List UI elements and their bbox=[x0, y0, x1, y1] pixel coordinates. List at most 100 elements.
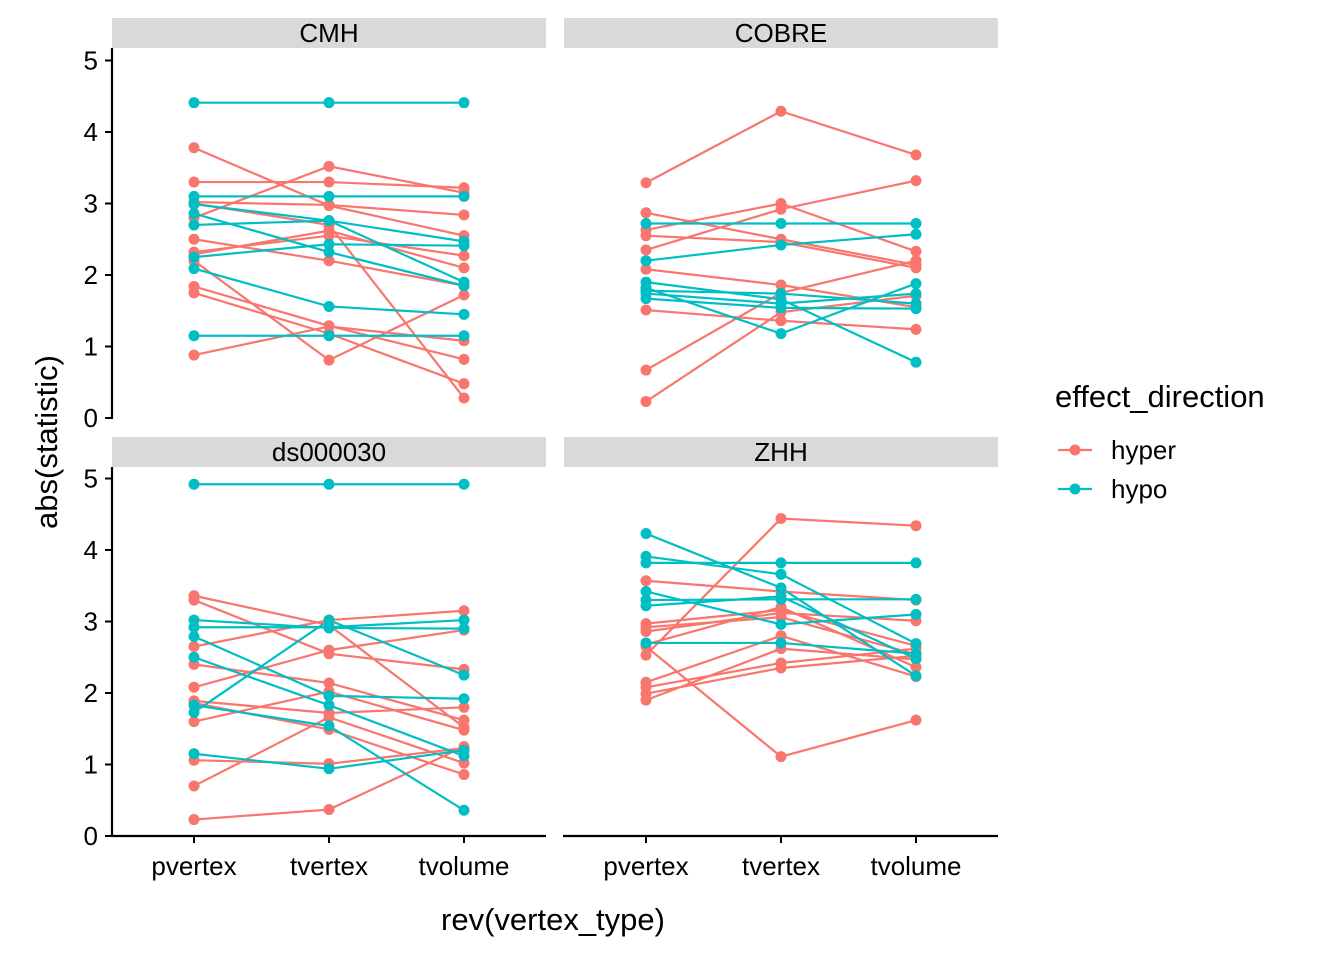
data-point-hypo bbox=[775, 637, 787, 649]
x-axis-title: rev(vertex_type) bbox=[441, 902, 665, 937]
facet-strip-label: ZHH bbox=[754, 437, 807, 467]
data-point-hyper bbox=[188, 142, 200, 154]
data-point-hyper bbox=[323, 320, 335, 332]
data-point-hyper bbox=[775, 601, 787, 613]
data-point-hyper bbox=[640, 649, 652, 661]
data-point-hyper bbox=[910, 149, 922, 161]
data-point-hypo bbox=[910, 670, 922, 682]
data-point-hyper bbox=[458, 392, 470, 404]
data-point-hypo bbox=[910, 638, 922, 650]
data-point-hyper bbox=[458, 209, 470, 221]
data-point-hyper bbox=[775, 751, 787, 763]
y-tick-label: 0 bbox=[84, 403, 98, 433]
data-point-hypo bbox=[910, 608, 922, 620]
y-tick-label: 0 bbox=[84, 821, 98, 851]
data-point-hypo bbox=[640, 585, 652, 597]
y-tick-label: 3 bbox=[84, 607, 98, 637]
data-point-hypo bbox=[458, 744, 470, 756]
facet-strip-label: COBRE bbox=[735, 18, 827, 48]
x-tick-label: tvolume bbox=[418, 851, 509, 881]
data-point-hypo bbox=[188, 190, 200, 202]
legend: effect_direction hyper hypo bbox=[1055, 379, 1265, 504]
data-point-hypo bbox=[323, 190, 335, 202]
data-point-hypo bbox=[458, 97, 470, 109]
data-point-hypo bbox=[910, 303, 922, 315]
data-point-hypo bbox=[640, 637, 652, 649]
x-tick-label: tvertex bbox=[742, 851, 820, 881]
data-point-hypo bbox=[323, 97, 335, 109]
data-point-hyper bbox=[323, 644, 335, 656]
data-point-hypo bbox=[323, 246, 335, 258]
data-point-hypo bbox=[323, 238, 335, 250]
data-point-hyper bbox=[775, 315, 787, 327]
data-point-hypo bbox=[188, 198, 200, 210]
data-point-hyper bbox=[775, 203, 787, 215]
facet-panel: CMH 0 1 2 3 4 5 bbox=[84, 18, 546, 433]
data-point-hyper bbox=[323, 677, 335, 689]
y-tick-label: 5 bbox=[84, 46, 98, 76]
data-point-hypo bbox=[323, 720, 335, 732]
y-tick-label: 2 bbox=[84, 678, 98, 708]
data-point-hyper bbox=[640, 626, 652, 638]
data-point-hypo bbox=[458, 693, 470, 705]
data-point-hypo bbox=[775, 218, 787, 230]
data-point-hypo bbox=[910, 278, 922, 290]
y-tick-label: 4 bbox=[84, 535, 98, 565]
data-point-hyper bbox=[910, 175, 922, 187]
data-point-hypo bbox=[188, 631, 200, 643]
facet-panel: ds000030 0 1 2 3 4 5 pvertex tvertex tvolume bbox=[84, 437, 546, 881]
data-point-hyper bbox=[458, 289, 470, 301]
data-point-hypo bbox=[188, 478, 200, 490]
legend-key-point bbox=[1069, 483, 1081, 495]
data-point-hypo bbox=[910, 288, 922, 300]
data-point-hyper bbox=[458, 724, 470, 736]
data-point-hypo bbox=[910, 648, 922, 660]
data-point-hypo bbox=[188, 263, 200, 275]
data-point-hyper bbox=[188, 814, 200, 826]
facet-strip-label: CMH bbox=[299, 18, 358, 48]
data-point-hyper bbox=[323, 255, 335, 267]
data-point-hyper bbox=[640, 694, 652, 706]
data-point-hyper bbox=[323, 199, 335, 211]
x-tick-label: pvertex bbox=[151, 851, 236, 881]
data-point-hyper bbox=[458, 353, 470, 365]
data-point-hypo bbox=[910, 356, 922, 368]
data-point-hyper bbox=[458, 769, 470, 781]
data-point-hyper bbox=[640, 177, 652, 189]
data-point-hypo bbox=[323, 215, 335, 227]
data-point-hypo bbox=[323, 763, 335, 775]
data-point-hyper bbox=[458, 714, 470, 726]
data-point-hyper bbox=[640, 304, 652, 316]
data-point-hypo bbox=[640, 528, 652, 540]
data-point-hypo bbox=[188, 621, 200, 633]
data-point-hypo bbox=[775, 328, 787, 340]
data-point-hyper bbox=[775, 662, 787, 674]
legend-label-hyper: hyper bbox=[1111, 435, 1176, 465]
y-tick-label: 1 bbox=[84, 750, 98, 780]
data-point-hyper bbox=[640, 263, 652, 275]
data-point-hypo bbox=[458, 276, 470, 288]
data-point-hypo bbox=[323, 690, 335, 702]
y-tick-label: 4 bbox=[84, 117, 98, 147]
data-point-hyper bbox=[188, 349, 200, 361]
data-point-hypo bbox=[910, 218, 922, 230]
facet-strip bbox=[564, 18, 998, 48]
data-point-hypo bbox=[458, 308, 470, 320]
data-point-hyper bbox=[458, 262, 470, 274]
facet-panel: ZHH pvertex tvertex tvolume bbox=[563, 437, 998, 881]
data-point-hyper bbox=[323, 354, 335, 366]
data-point-hypo bbox=[188, 97, 200, 109]
data-point-hyper bbox=[640, 230, 652, 242]
data-point-hyper bbox=[188, 287, 200, 299]
data-point-hypo bbox=[323, 330, 335, 342]
legend-label-hypo: hypo bbox=[1111, 474, 1167, 504]
data-point-hyper bbox=[323, 160, 335, 172]
data-point-hyper bbox=[188, 780, 200, 792]
y-tick-label: 1 bbox=[84, 332, 98, 362]
data-point-hyper bbox=[458, 701, 470, 713]
data-point-hyper bbox=[640, 207, 652, 219]
data-point-hypo bbox=[640, 255, 652, 267]
data-point-hyper bbox=[910, 520, 922, 532]
data-point-hypo bbox=[775, 239, 787, 251]
data-point-hypo bbox=[458, 669, 470, 681]
